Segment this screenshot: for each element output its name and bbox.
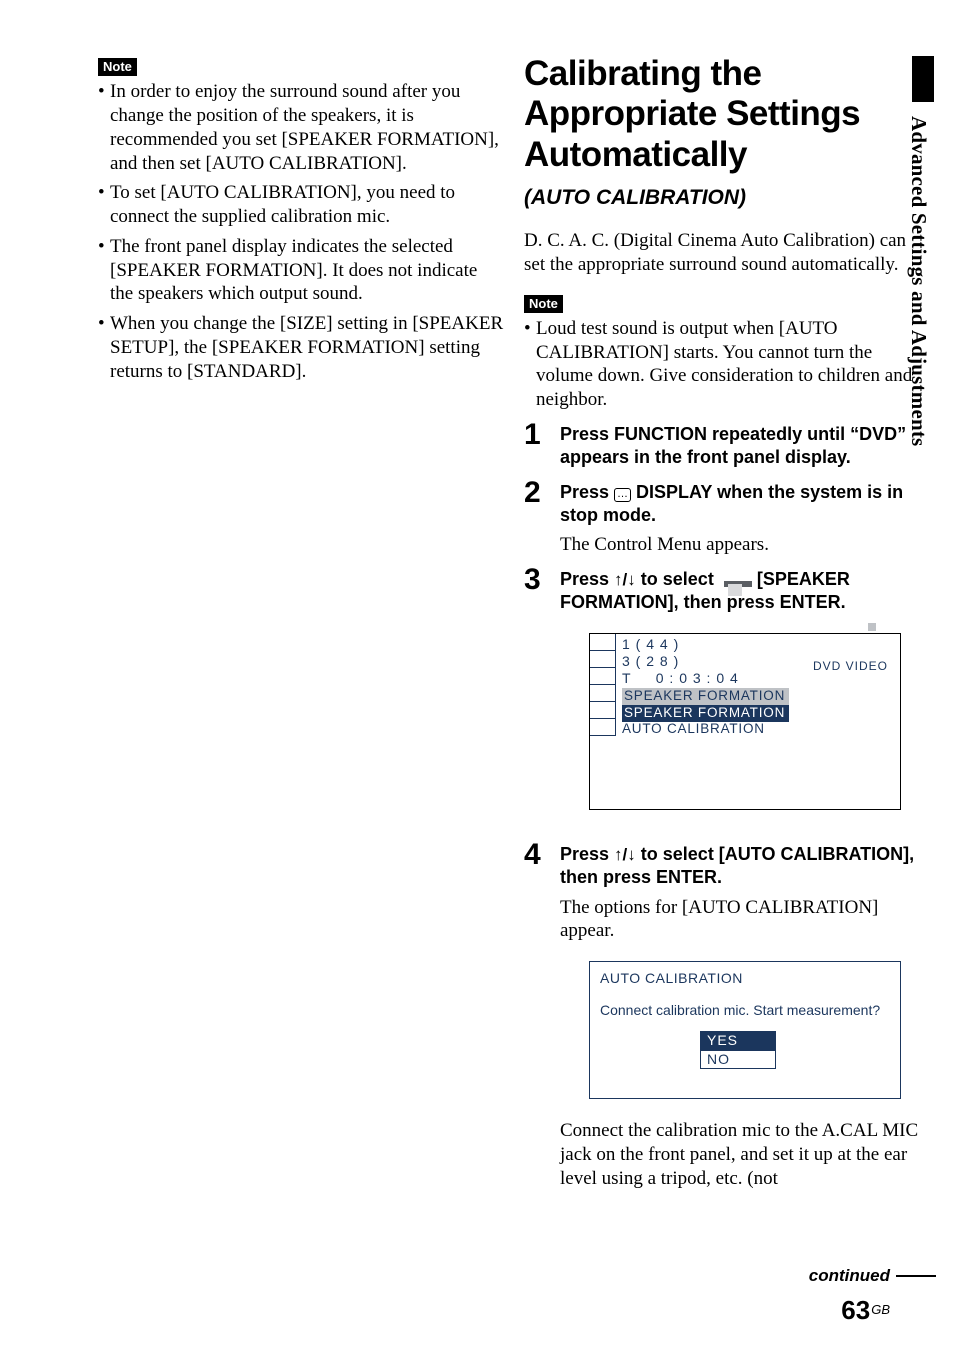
step-bold-text: Press FUNCTION repeatedly until “DVD” ap… xyxy=(560,423,930,470)
section-subtitle: (AUTO CALIBRATION) xyxy=(524,185,930,211)
up-down-arrows-icon: ↑/↓ xyxy=(614,845,636,864)
text: Press xyxy=(560,569,614,589)
right-column: Calibrating the Appropriate Settings Aut… xyxy=(524,54,930,1198)
step-number: 2 xyxy=(524,478,560,558)
page-region: GB xyxy=(871,1302,890,1317)
note-item: When you change the [SIZE] setting in [S… xyxy=(98,312,504,383)
left-column: Note In order to enjoy the surround soun… xyxy=(98,54,504,1198)
text: 3 ( 2 8 ) xyxy=(622,653,679,669)
closing-paragraph: Connect the calibration mic to the A.CAL… xyxy=(560,1119,930,1190)
step-2: 2 Press … DISPLAY when the system is in … xyxy=(524,478,930,558)
dvd-video-label: DVD VIDEO xyxy=(813,659,888,674)
note-badge: Note xyxy=(524,295,563,313)
up-down-arrows-icon: ↑/↓ xyxy=(614,570,636,589)
step-3: 3 Press ↑/↓ to select [SPEAKER FORMATION… xyxy=(524,565,930,832)
osd-icon-column xyxy=(590,634,616,753)
black-tab xyxy=(912,56,934,102)
page-footer: 63GB xyxy=(841,1294,890,1327)
step-bold-text: Press … DISPLAY when the system is in st… xyxy=(560,481,930,528)
osd-title: AUTO CALIBRATION xyxy=(600,970,890,988)
step-plain-text: The options for [AUTO CALIBRATION] appea… xyxy=(560,896,930,944)
page-number: 63 xyxy=(841,1295,870,1325)
option-yes[interactable]: YES xyxy=(700,1031,776,1051)
side-tab: Advanced Settings and Adjustments xyxy=(890,56,934,976)
steps-list: 1 Press FUNCTION repeatedly until “DVD” … xyxy=(524,420,930,1191)
osd-line: 1 ( 4 4 ) xyxy=(622,636,894,653)
step-number: 1 xyxy=(524,420,560,470)
stop-icon xyxy=(868,623,876,631)
continued-label: continued xyxy=(809,1265,890,1286)
step-4: 4 Press ↑/↓ to select [AUTO CALIBRATION]… xyxy=(524,840,930,1191)
osd-message: Connect calibration mic. Start measureme… xyxy=(600,1002,890,1020)
note-item: The front panel display indicates the se… xyxy=(98,235,504,306)
control-menu-osd: 1 ( 4 4 ) 3 ( 2 8 )DVD VIDEO T 0 : 0 3 :… xyxy=(589,633,901,810)
step-number: 3 xyxy=(524,565,560,832)
osd-line: 3 ( 2 8 )DVD VIDEO xyxy=(622,653,894,670)
step-bold-text: Press ↑/↓ to select [AUTO CALIBRATION], … xyxy=(560,843,930,890)
display-icon: … xyxy=(614,488,631,502)
side-tab-label: Advanced Settings and Adjustments xyxy=(906,116,932,446)
left-note-list: In order to enjoy the surround sound aft… xyxy=(98,80,504,383)
step-plain-text: The Control Menu appears. xyxy=(560,533,930,557)
auto-calibration-osd: AUTO CALIBRATION Connect calibration mic… xyxy=(589,961,901,1099)
section-heading: Calibrating the Appropriate Settings Aut… xyxy=(524,54,930,175)
option-no[interactable]: NO xyxy=(700,1050,776,1070)
right-note-list: Loud test sound is output when [AUTO CAL… xyxy=(524,317,930,412)
text: to select xyxy=(636,569,719,589)
note-item: Loud test sound is output when [AUTO CAL… xyxy=(524,317,930,412)
page: Note In order to enjoy the surround soun… xyxy=(0,0,954,1198)
note-badge: Note xyxy=(98,58,137,76)
speaker-formation-icon xyxy=(724,581,752,587)
note-item: In order to enjoy the surround sound aft… xyxy=(98,80,504,175)
osd-highlight-selected: SPEAKER FORMATION xyxy=(622,705,789,722)
note-item: To set [AUTO CALIBRATION], you need to c… xyxy=(98,181,504,229)
step-bold-text: Press ↑/↓ to select [SPEAKER FORMATION],… xyxy=(560,568,930,615)
text: Press xyxy=(560,844,614,864)
text: Press xyxy=(560,482,614,502)
step-number: 4 xyxy=(524,840,560,1191)
step-1: 1 Press FUNCTION repeatedly until “DVD” … xyxy=(524,420,930,470)
intro-paragraph: D. C. A. C. (Digital Cinema Auto Calibra… xyxy=(524,229,930,277)
osd-line: AUTO CALIBRATION xyxy=(622,721,894,738)
